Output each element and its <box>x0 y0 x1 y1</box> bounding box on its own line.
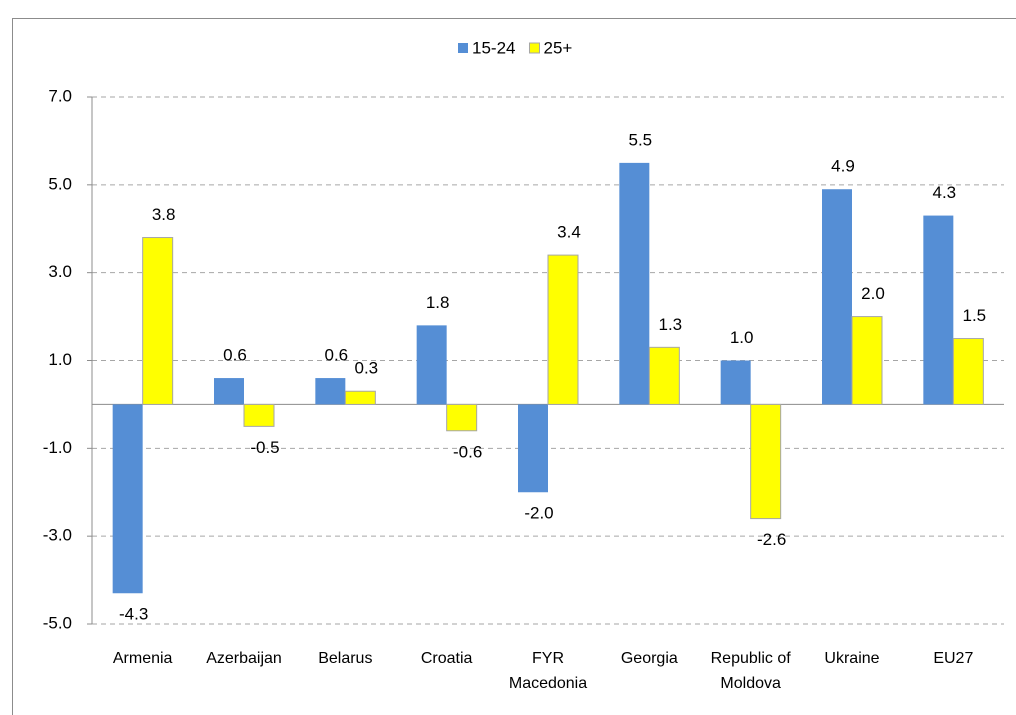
y-tick-label: 1.0 <box>48 350 72 369</box>
x-tick-label: Ukraine <box>824 650 880 667</box>
bar <box>750 403 782 520</box>
x-tick-label: EU27 <box>933 650 974 667</box>
y-tick-label: -1.0 <box>43 438 72 457</box>
legend-swatch <box>528 42 540 54</box>
data-label: 5.5 <box>629 130 653 149</box>
data-label: 3.4 <box>557 223 581 242</box>
bar <box>243 403 275 427</box>
data-label: 3.8 <box>152 205 176 224</box>
y-tick-label: -3.0 <box>43 526 72 545</box>
bar <box>142 237 174 405</box>
bar <box>952 338 984 405</box>
bar <box>720 360 751 405</box>
bar <box>518 404 548 493</box>
legend-label: 25+ <box>543 38 572 57</box>
bar <box>112 404 143 594</box>
x-tick-label: Belarus <box>318 650 373 667</box>
bar <box>923 215 954 405</box>
data-label: -2.6 <box>757 530 786 549</box>
data-label: 0.3 <box>355 359 379 378</box>
x-tick-label: Azerbaijan <box>206 650 282 667</box>
x-tick-label: Croatia <box>420 650 473 667</box>
data-label: 2.0 <box>861 284 885 303</box>
legend-label: 15-24 <box>472 38 515 57</box>
legend-swatch <box>458 43 468 53</box>
bar <box>315 378 346 405</box>
y-tick-label: 5.0 <box>48 174 72 193</box>
chart-frame <box>12 18 1016 715</box>
bar <box>648 346 680 405</box>
bar <box>619 162 650 405</box>
bar <box>214 378 244 405</box>
data-label: -0.6 <box>453 442 482 461</box>
x-tick-label: Georgia <box>620 650 678 667</box>
y-tick-label: 3.0 <box>48 262 72 281</box>
data-label: 1.8 <box>426 293 450 312</box>
y-tick-label: -5.0 <box>43 613 72 632</box>
data-label: 0.6 <box>223 346 247 365</box>
bar <box>344 390 376 405</box>
bar <box>446 403 478 432</box>
data-label: 1.5 <box>963 306 987 325</box>
bar <box>547 254 579 405</box>
data-label: 4.9 <box>831 157 855 176</box>
x-tick-label: Armenia <box>112 650 173 667</box>
bar <box>416 325 447 405</box>
data-label: -4.3 <box>119 605 148 624</box>
y-tick-label: 7.0 <box>48 86 72 105</box>
x-tick-label: Republic of Moldova <box>710 650 791 692</box>
data-label: -2.0 <box>524 504 553 523</box>
data-label: 1.0 <box>730 328 754 347</box>
data-label: 4.3 <box>933 183 957 202</box>
bar <box>851 316 883 405</box>
bar <box>822 189 852 405</box>
x-tick-label: FYR Macedonia <box>508 650 588 692</box>
data-label: 1.3 <box>659 315 683 334</box>
data-label: 0.6 <box>325 346 349 365</box>
data-label: -0.5 <box>250 438 279 457</box>
